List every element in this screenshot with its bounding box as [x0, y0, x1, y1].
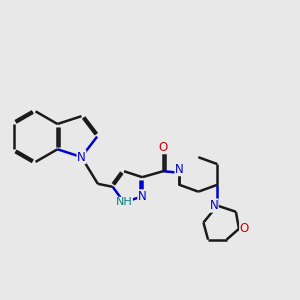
Text: N: N [175, 163, 184, 176]
Text: N: N [209, 199, 218, 212]
Text: N: N [77, 151, 86, 164]
Text: O: O [158, 141, 168, 154]
Text: N: N [138, 190, 147, 203]
Text: NH: NH [116, 197, 132, 207]
Text: O: O [240, 222, 249, 235]
